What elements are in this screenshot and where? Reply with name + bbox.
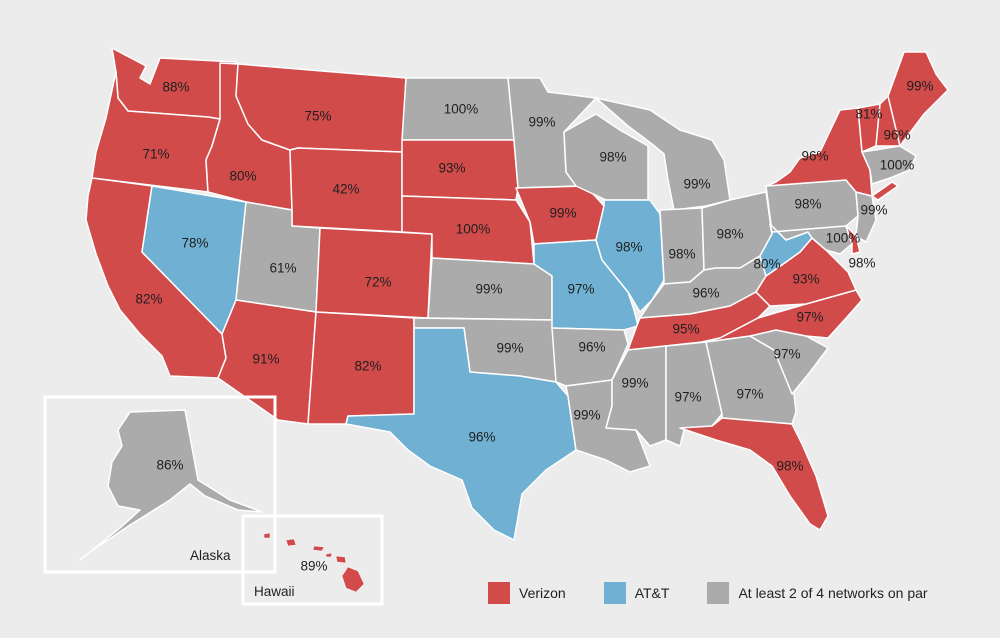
- hawaii-shape[interactable]: [263, 532, 365, 593]
- legend-swatch-par: [707, 582, 730, 604]
- state-mi[interactable]: [595, 97, 731, 211]
- legend-label-verizon: Verizon: [519, 585, 566, 601]
- label-ga: 97%: [736, 387, 763, 402]
- label-nm: 82%: [354, 359, 381, 374]
- label-hawaii-value: 89%: [300, 559, 327, 574]
- label-ut: 61%: [269, 261, 296, 276]
- label-md: 100%: [826, 231, 861, 246]
- state-tx[interactable]: [345, 327, 577, 541]
- state-de[interactable]: [845, 225, 861, 255]
- label-fl: 98%: [776, 459, 803, 474]
- label-va: 93%: [792, 272, 819, 287]
- label-wy: 42%: [332, 182, 359, 197]
- label-ks: 99%: [475, 282, 502, 297]
- label-ny: 96%: [801, 149, 828, 164]
- label-alaska-name: Alaska: [190, 548, 231, 563]
- label-ne: 100%: [456, 222, 491, 237]
- label-de: 98%: [848, 256, 875, 271]
- legend-swatch-verizon: [488, 582, 510, 604]
- legend-swatch-att: [603, 582, 626, 604]
- label-mo: 97%: [567, 282, 594, 297]
- state-me[interactable]: [887, 51, 949, 147]
- label-hawaii-name: Hawaii: [254, 584, 295, 599]
- label-ar: 96%: [578, 340, 605, 355]
- label-al: 97%: [674, 390, 701, 405]
- state-il[interactable]: [595, 199, 665, 313]
- label-mn: 99%: [528, 115, 555, 130]
- state-sd[interactable]: [401, 139, 519, 201]
- label-la: 99%: [573, 408, 600, 423]
- legend: Verizon AT&T At least 2 of 4 networks on…: [488, 581, 928, 605]
- label-sc: 97%: [773, 347, 800, 362]
- label-wv: 80%: [753, 257, 780, 272]
- legend-item-par: At least 2 of 4 networks on par: [707, 582, 928, 604]
- state-co[interactable]: [315, 227, 433, 319]
- hawaii-inset-frame: [241, 514, 384, 606]
- label-nd: 100%: [444, 102, 479, 117]
- label-mi: 99%: [683, 177, 710, 192]
- alaska-inset-frame: [43, 395, 277, 574]
- label-co: 72%: [364, 275, 391, 290]
- label-nc: 97%: [796, 310, 823, 325]
- state-fl[interactable]: [679, 417, 829, 531]
- label-in: 98%: [668, 247, 695, 262]
- label-ia: 99%: [549, 206, 576, 221]
- label-nh: 96%: [883, 128, 910, 143]
- state-ma-ct-ri[interactable]: [861, 145, 917, 185]
- legend-label-par: At least 2 of 4 networks on par: [738, 585, 928, 601]
- label-az: 91%: [252, 352, 279, 367]
- label-me: 99%: [906, 79, 933, 94]
- label-tn: 95%: [672, 322, 699, 337]
- label-alaska-value: 86%: [156, 458, 183, 473]
- label-or: 71%: [142, 147, 169, 162]
- label-ok: 99%: [496, 341, 523, 356]
- label-oh: 98%: [716, 227, 743, 242]
- label-vt: 81%: [855, 107, 882, 122]
- state-labels: 88% 71% 82% 78% 80% 75% 42% 61% 91% 72% …: [135, 79, 933, 599]
- label-nj: 99%: [860, 203, 887, 218]
- legend-label-att: AT&T: [634, 585, 670, 601]
- label-id: 80%: [229, 169, 256, 184]
- label-il: 98%: [615, 240, 642, 255]
- label-ms: 99%: [621, 376, 648, 391]
- label-ca: 82%: [135, 292, 162, 307]
- label-mt: 75%: [304, 109, 331, 124]
- label-ky: 96%: [692, 286, 719, 301]
- label-wa: 88%: [162, 80, 189, 95]
- alaska-shape[interactable]: [79, 409, 263, 561]
- long-island: [871, 181, 899, 201]
- legend-item-att: AT&T: [603, 582, 670, 604]
- label-ma-ct-ri: 100%: [880, 158, 915, 173]
- label-sd: 93%: [438, 161, 465, 176]
- label-pa: 98%: [794, 197, 821, 212]
- label-tx: 96%: [468, 430, 495, 445]
- label-wi: 98%: [599, 150, 626, 165]
- legend-item-verizon: Verizon: [488, 582, 566, 604]
- label-nv: 78%: [181, 236, 208, 251]
